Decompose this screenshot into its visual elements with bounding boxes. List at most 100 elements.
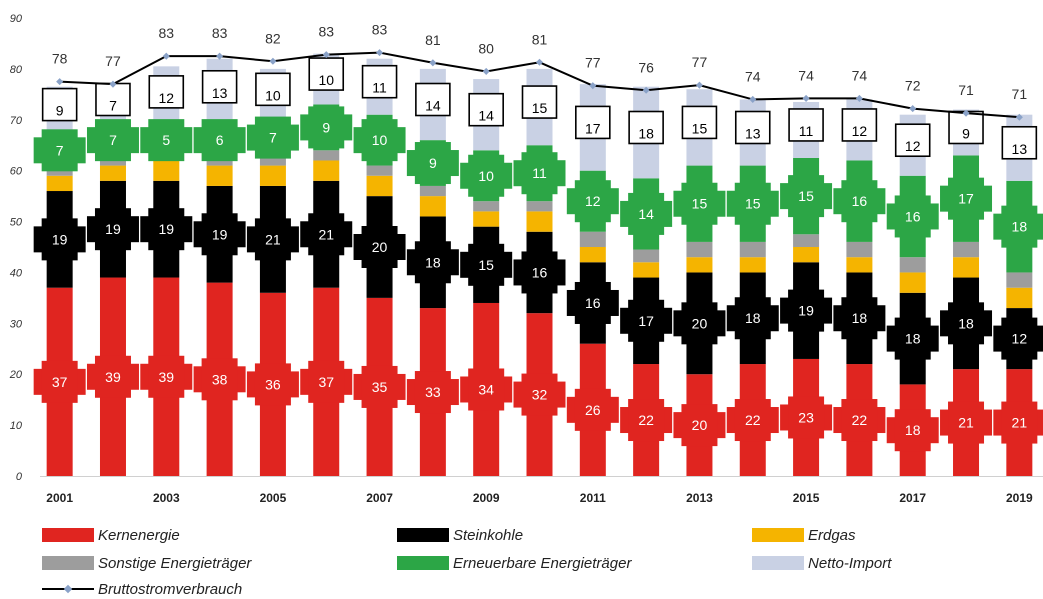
bar-value-label: 13: [745, 126, 761, 142]
bar-segment-sonstige: [259, 155, 286, 166]
label-tab-steinkohle: [521, 251, 558, 294]
bar-segment-sonstige: [793, 234, 820, 247]
line-marker: [429, 59, 437, 67]
label-tab-erneuerbare: [1001, 205, 1038, 248]
label-tab-erneuerbare: [414, 142, 451, 185]
label-tab-steinkohle: [894, 317, 931, 360]
bar-value-label: 22: [852, 412, 868, 428]
bar-value-label: 15: [745, 196, 761, 212]
bar-value-label: 33: [425, 384, 441, 400]
bar-value-label: 6: [216, 132, 224, 148]
y-tick-label: 20: [9, 369, 23, 381]
y-tick-label: 40: [10, 267, 23, 279]
line-value-label: 77: [692, 54, 708, 70]
label-tab-steinkohle: [148, 208, 185, 251]
label-tab-kernenergie: [94, 355, 131, 398]
bar-value-label: 21: [1012, 415, 1028, 431]
label-tab-kernenergie: [788, 396, 825, 439]
label-tab-erneuerbare: [841, 180, 878, 223]
bar-value-label: 20: [372, 239, 388, 255]
label-tab-kernenergie: [361, 365, 398, 408]
import-label-box: [255, 72, 291, 107]
bar-value-label: 9: [322, 119, 330, 135]
bar-value-label: 19: [105, 221, 121, 237]
line-marker: [695, 81, 703, 89]
bar-value-label: 12: [585, 193, 601, 209]
legend-item-import: Netto-Import: [752, 553, 891, 573]
line-marker: [269, 57, 277, 65]
label-tab-erneuerbare: [574, 180, 611, 223]
line-marker: [482, 67, 490, 75]
label-tab-steinkohle: [414, 241, 451, 284]
bar-segment-sonstige: [313, 150, 340, 161]
label-tab-kernenergie: [148, 355, 185, 398]
bar-segment-erdgas: [686, 257, 713, 273]
label-tab-erneuerbare: [361, 119, 398, 162]
label-tab-erneuerbare: [948, 177, 985, 220]
bar-value-label: 11: [372, 80, 387, 96]
bar-value-label: 18: [425, 254, 441, 270]
label-tab-kernenergie: [41, 360, 78, 403]
bar-segment-erdgas: [153, 160, 180, 181]
y-tick-label: 50: [10, 217, 23, 229]
label-tab-steinkohle: [788, 289, 825, 332]
bar-segment-sonstige: [366, 165, 393, 176]
legend-label-kernenergie: Kernenergie: [98, 526, 180, 544]
label-tab-erneuerbare: [628, 192, 665, 235]
bar-value-label: 13: [1012, 141, 1028, 157]
import-label-box: [628, 110, 664, 145]
y-tick-label: 70: [10, 115, 23, 127]
y-tick-label: 60: [10, 166, 23, 178]
line-marker: [749, 95, 757, 103]
bar-segment-sonstige: [419, 185, 446, 197]
line-value-label: 77: [585, 55, 601, 71]
bar-segment-sonstige: [46, 168, 73, 176]
legend-swatch-kernenergie: [42, 528, 94, 542]
bar-value-label: 18: [1012, 219, 1028, 235]
line-value-label: 81: [425, 32, 441, 48]
label-tab-erneuerbare: [308, 106, 345, 149]
import-label-box: [415, 82, 451, 117]
legend-item-erdgas: Erdgas: [752, 525, 856, 545]
bar-value-label: 19: [212, 226, 228, 242]
label-tab-erneuerbare: [734, 182, 771, 225]
legend-item-sonstige: Sonstige Energieträger: [42, 553, 251, 573]
import-label-box: [361, 64, 398, 99]
label-tab-kernenergie: [574, 388, 611, 431]
x-tick-label: 2003: [153, 491, 180, 505]
line-value-label: 74: [745, 68, 761, 84]
bar-segment-erdgas: [846, 257, 873, 273]
label-tab-kernenergie: [841, 399, 878, 442]
bar-value-label: 17: [585, 120, 601, 136]
line-marker: [855, 94, 863, 102]
bar-value-label: 12: [905, 138, 921, 154]
bar-segment-erdgas: [953, 257, 980, 278]
line-marker: [322, 51, 330, 59]
bar-value-label: 21: [265, 231, 281, 247]
x-tick-label: 2009: [473, 491, 500, 505]
bar-value-label: 18: [852, 310, 868, 326]
bar-value-label: 7: [109, 132, 117, 148]
label-tab-steinkohle: [201, 213, 238, 256]
line-marker: [589, 82, 597, 90]
label-tab-erneuerbare: [521, 152, 558, 195]
x-tick-label: 2011: [580, 491, 606, 505]
label-tab-steinkohle: [361, 226, 398, 268]
label-tab-erneuerbare: [94, 119, 131, 162]
line-value-label: 82: [265, 30, 281, 46]
line-value-label: 83: [372, 22, 388, 38]
bar-value-label: 37: [52, 374, 68, 390]
bar-value-label: 21: [318, 226, 334, 242]
line-marker: [909, 105, 917, 113]
legend-item-erneuerbare: Erneuerbare Energieträger: [397, 553, 631, 573]
bar-value-label: 26: [585, 402, 601, 418]
legend-label-import: Netto-Import: [808, 554, 892, 572]
label-tab-kernenergie: [734, 399, 771, 442]
import-label-box: [41, 87, 78, 122]
bar-value-label: 38: [212, 371, 228, 387]
bar-value-label: 7: [56, 142, 64, 158]
bar-segment-sonstige: [686, 241, 713, 258]
x-tick-label: 2019: [1006, 491, 1033, 505]
bar-value-label: 14: [478, 108, 494, 124]
bar-segment-sonstige: [1006, 272, 1033, 288]
